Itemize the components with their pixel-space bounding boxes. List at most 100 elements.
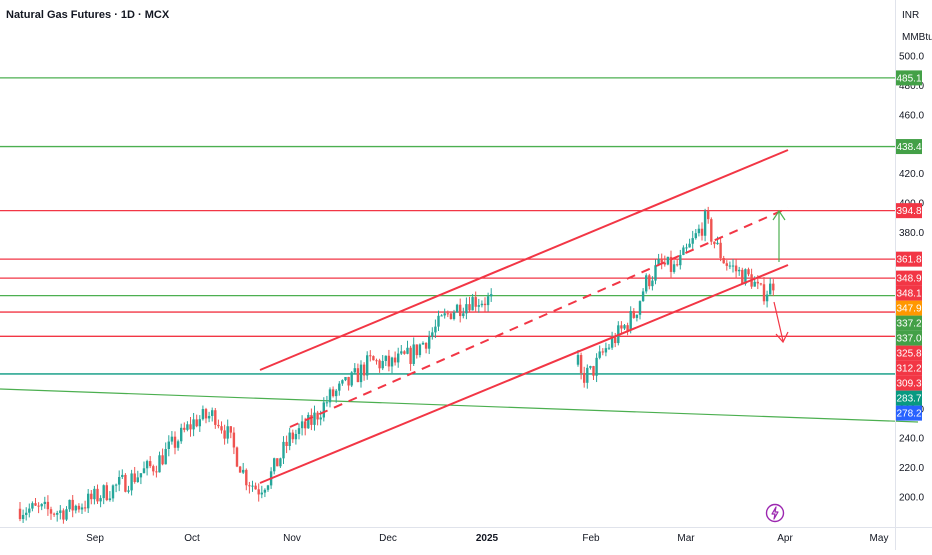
candle-body [28, 508, 31, 513]
candle-body [353, 368, 356, 373]
candle-body [400, 351, 403, 354]
candle-body [21, 514, 25, 520]
candle-body [654, 265, 657, 281]
price-label-box [896, 390, 922, 406]
candle-body [614, 337, 617, 344]
candle-body [149, 461, 152, 467]
candle-body [397, 353, 400, 363]
candle-body [108, 498, 112, 501]
candle-body [198, 419, 201, 427]
price-label-text: 348.9 [896, 274, 921, 285]
candle-body [685, 247, 688, 249]
candle-body [161, 455, 164, 465]
price-label-text: 348.1 [896, 289, 921, 300]
candle-body [762, 284, 766, 302]
candle-body [294, 433, 298, 440]
candle-body [127, 490, 130, 492]
x-tick-label: Apr [777, 533, 793, 544]
candle-body [604, 348, 608, 353]
candle-body [344, 376, 347, 381]
x-tick-label: Sep [86, 533, 104, 544]
candle-body [719, 242, 722, 259]
candle-body [316, 412, 319, 420]
lightning-bolt-icon[interactable] [765, 503, 785, 523]
candle-body [18, 508, 22, 520]
candle-body [338, 383, 341, 391]
candle-body [434, 326, 437, 333]
candle-body [347, 376, 350, 386]
candle-body [713, 241, 716, 245]
candle-body [623, 325, 626, 329]
candle-body [195, 419, 198, 427]
candle-body [381, 360, 384, 369]
candle-body [201, 409, 205, 420]
candle-body [266, 485, 270, 490]
candle-body [71, 499, 74, 511]
price-label-text: 438.4 [896, 142, 921, 153]
candle-body [694, 233, 697, 239]
candle-body [214, 410, 217, 425]
candle-body [666, 256, 670, 265]
candle-body [59, 510, 62, 513]
candle-body [183, 427, 186, 430]
candle-body [583, 373, 586, 383]
arrow-down [773, 301, 784, 342]
candle-body [716, 242, 719, 245]
candle-body [645, 275, 648, 292]
candle-body [87, 493, 90, 509]
candle-body [31, 503, 34, 509]
candle-body [192, 419, 195, 430]
price-label-box [896, 70, 922, 86]
candle-body [300, 421, 304, 429]
candle-body [648, 275, 651, 287]
trendline [0, 388, 919, 423]
candle-body [676, 264, 679, 266]
candle-body [49, 509, 53, 514]
candle-body [93, 488, 96, 500]
candle-body [421, 342, 425, 345]
price-label-text: 361.8 [896, 255, 921, 266]
candle-body [356, 368, 360, 383]
candle-body [703, 211, 707, 236]
candle-body [217, 424, 220, 427]
candle-body [595, 357, 598, 376]
candle-body [279, 458, 282, 467]
price-label-text: 347.9 [896, 304, 921, 315]
candle-body [707, 211, 710, 220]
candle-body [576, 355, 580, 365]
arrow-up-head [772, 209, 786, 221]
price-label-box [896, 330, 922, 346]
candle-body [731, 265, 735, 267]
price-label-text: 337.0 [896, 334, 921, 345]
candle-body [25, 512, 28, 515]
x-tick-label: Oct [184, 533, 200, 544]
candle-body [772, 283, 775, 291]
unit-label[interactable]: MMBtu [902, 32, 932, 43]
channel-upper [259, 149, 789, 371]
currency-label[interactable]: INR [902, 10, 920, 21]
candle-body [74, 505, 77, 511]
candle-body [663, 262, 666, 265]
candle-body [180, 427, 183, 442]
candle-body [245, 469, 248, 486]
candle-body [111, 485, 115, 499]
x-tick-label: Mar [677, 533, 695, 544]
candle-body [139, 473, 143, 478]
candle-body [136, 477, 139, 482]
x-tick-label: Nov [283, 533, 301, 544]
candle-body [632, 311, 635, 318]
y-tick-label: 220.0 [899, 463, 924, 474]
candle-body [428, 336, 431, 349]
y-tick-label: 200.0 [899, 493, 924, 504]
candle-body [490, 294, 493, 297]
candle-body [734, 265, 738, 272]
candle-body [204, 409, 208, 419]
price-label-text: 309.3 [896, 379, 921, 390]
candle-body [471, 297, 474, 311]
candle-body [393, 357, 397, 363]
candle-body [722, 258, 725, 264]
candle-body [607, 347, 611, 349]
candle-body [155, 471, 158, 473]
y-tick-label: 240.0 [899, 434, 924, 445]
